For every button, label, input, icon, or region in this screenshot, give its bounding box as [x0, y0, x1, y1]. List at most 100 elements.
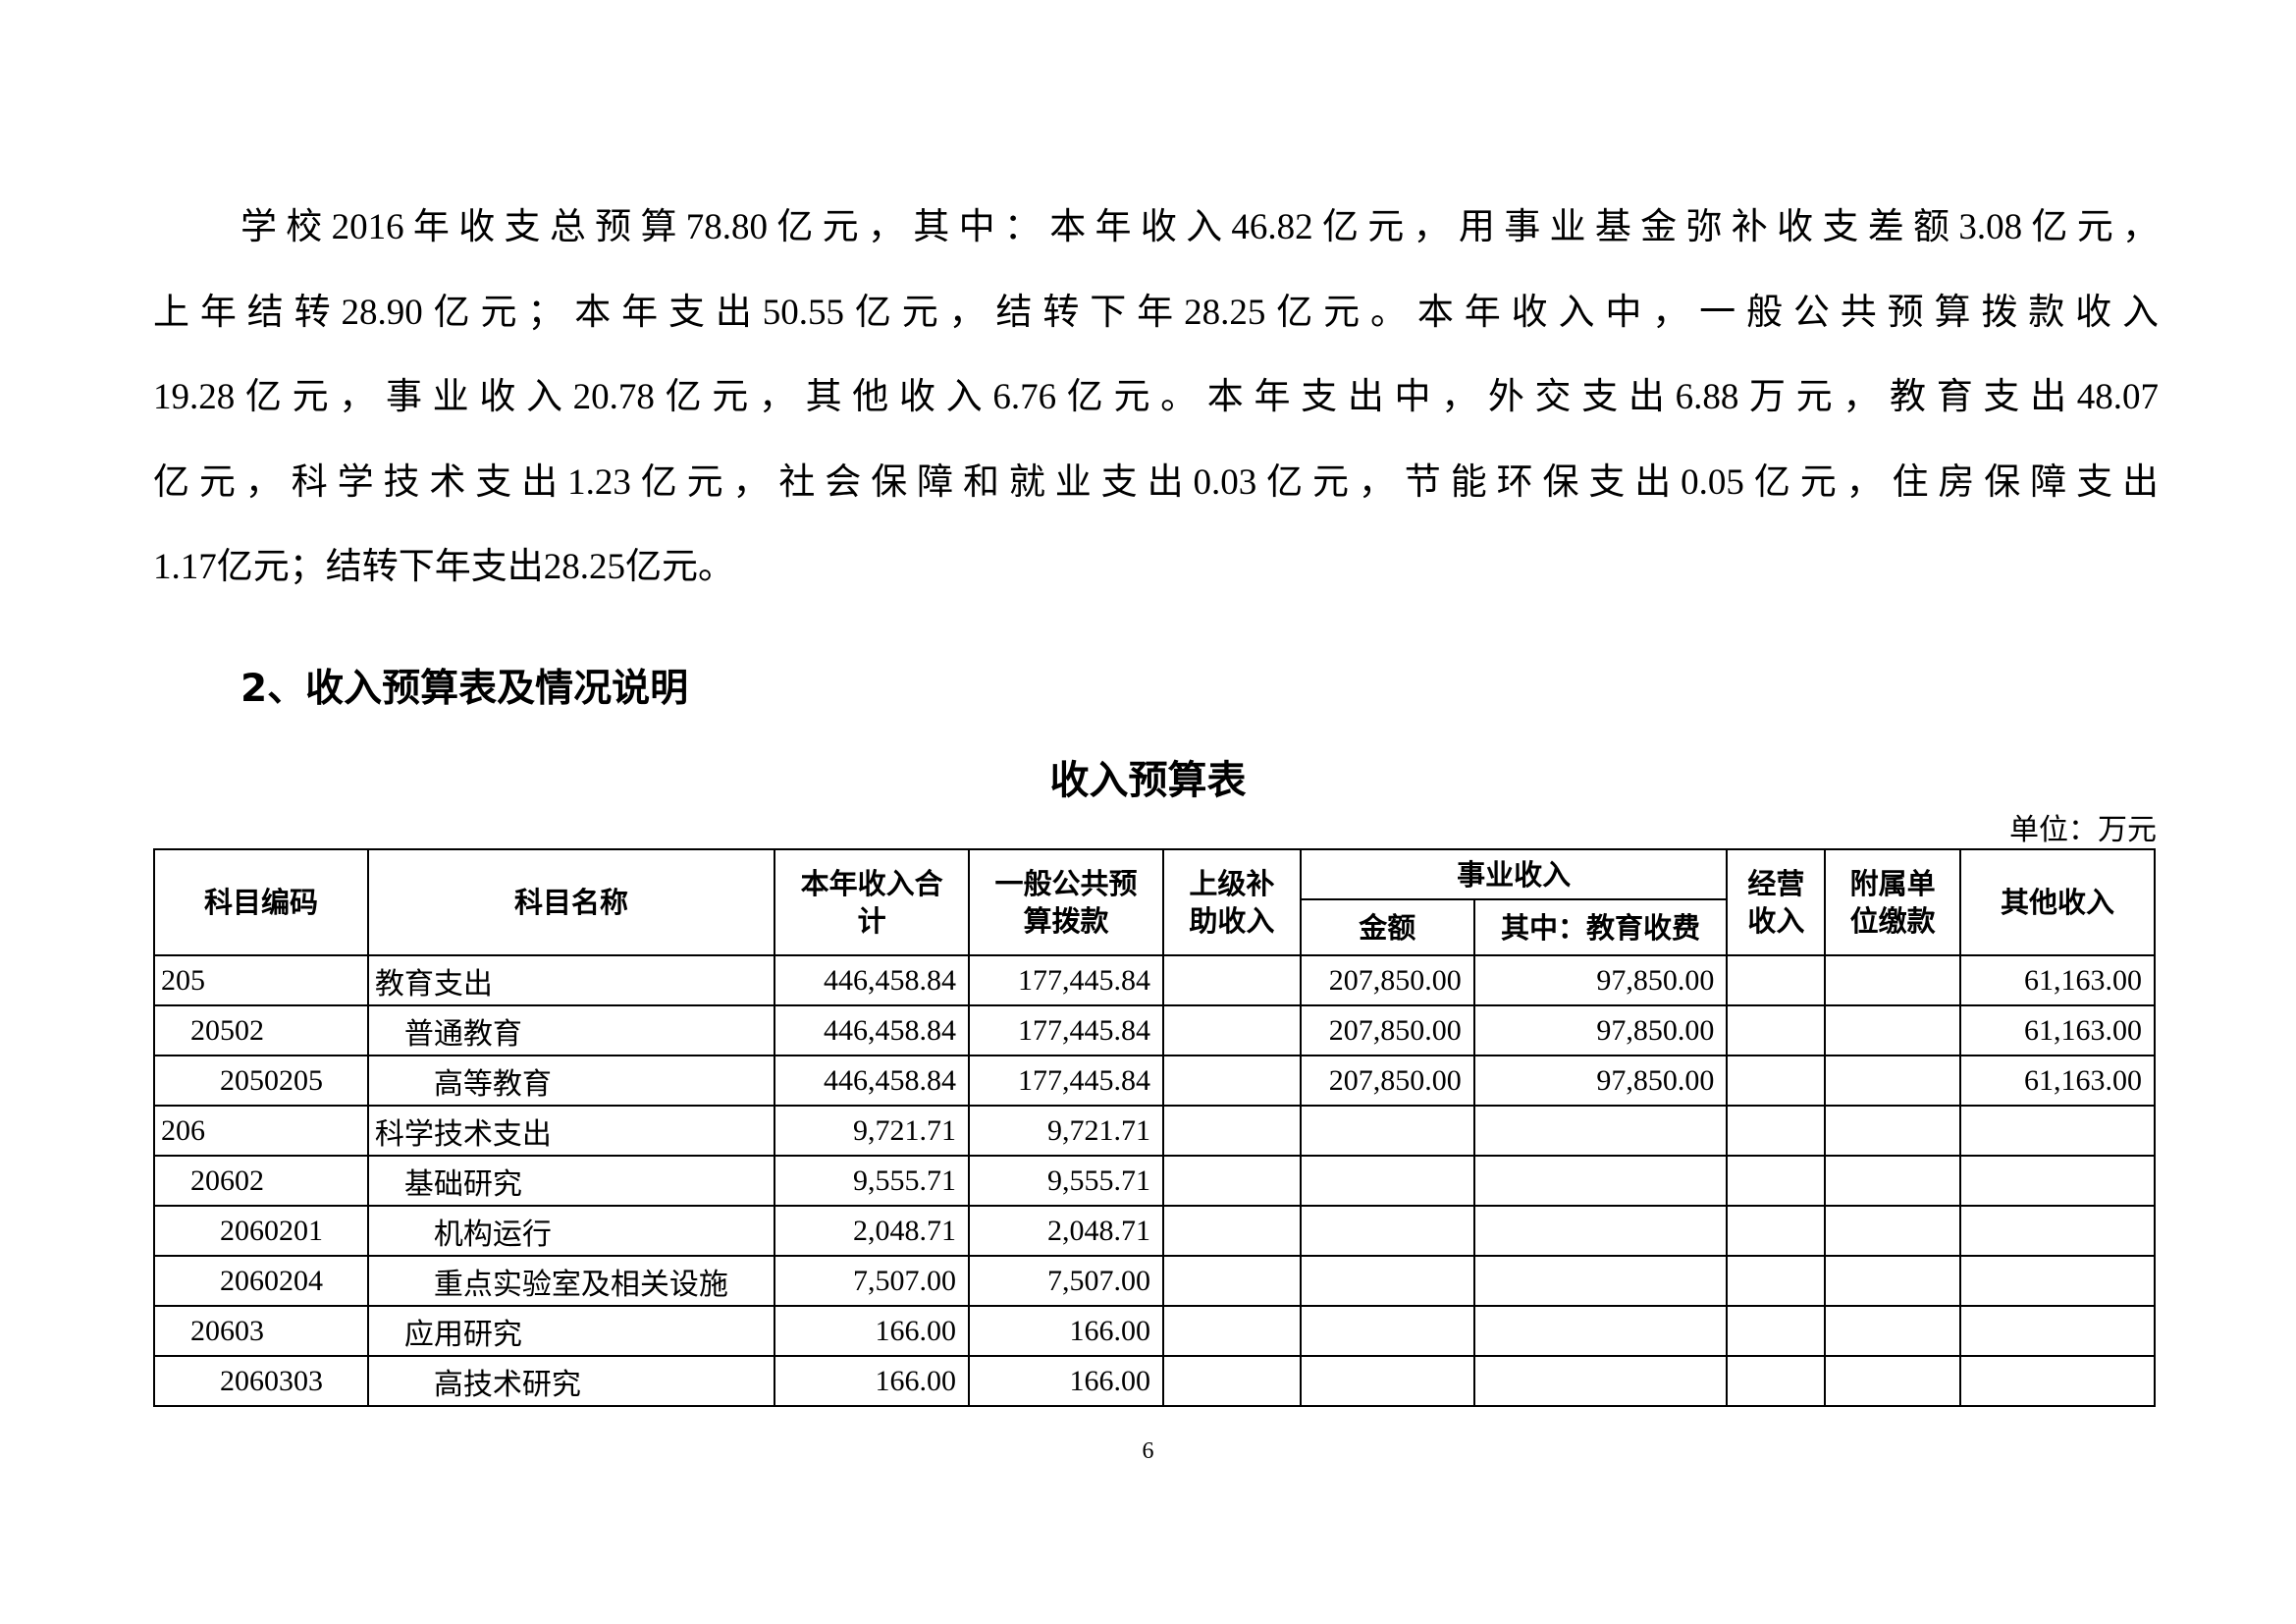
- cell-code: 206: [153, 1105, 369, 1157]
- paragraph-line: 亿元，科学技术支出1.23亿元，社会保障和就业支出0.03亿元，节能环保支出0.…: [153, 461, 2159, 503]
- cell-superior: [1161, 1205, 1302, 1257]
- header-business-edu: 其中：教育收费: [1472, 898, 1729, 956]
- cell-total: 446,458.84: [774, 954, 971, 1006]
- cell-superior: [1161, 954, 1302, 1006]
- cell-code: 20603: [153, 1305, 369, 1357]
- paragraph-line: 1.17亿元；结转下年支出28.25亿元。: [153, 547, 734, 587]
- cell-edu: [1472, 1305, 1729, 1357]
- cell-edu: [1472, 1155, 1729, 1207]
- cell-edu: [1472, 1355, 1729, 1407]
- cell-operating: [1726, 1055, 1827, 1107]
- cell-amount: [1299, 1155, 1475, 1207]
- cell-edu: [1472, 1255, 1729, 1307]
- header-total: 本年收入合计: [774, 848, 971, 956]
- cell-amount: [1299, 1355, 1475, 1407]
- cell-total: 9,555.71: [774, 1155, 971, 1207]
- paragraph-line: 上年结转28.90亿元；本年支出50.55亿元，结转下年28.25亿元。本年收入…: [153, 292, 2159, 333]
- cell-operating: [1726, 1004, 1827, 1056]
- cell-operating: [1726, 1355, 1827, 1407]
- cell-name: 科学技术支出: [366, 1105, 776, 1157]
- cell-amount: [1299, 1255, 1475, 1307]
- cell-affiliated: [1824, 1305, 1962, 1357]
- cell-affiliated: [1824, 1355, 1962, 1407]
- cell-other: [1959, 1305, 2156, 1357]
- header-code: 科目编码: [153, 848, 369, 956]
- cell-edu: 97,850.00: [1472, 954, 1729, 1006]
- section-heading: 2、收入预算表及情况说明: [240, 667, 689, 711]
- cell-superior: [1161, 1255, 1302, 1307]
- cell-amount: [1299, 1305, 1475, 1357]
- header-affiliated: 附属单位缴款: [1824, 848, 1962, 956]
- cell-code: 205: [153, 954, 369, 1006]
- cell-other: 61,163.00: [1959, 954, 2156, 1006]
- unit-label: 单位：万元: [2009, 814, 2157, 846]
- cell-public: 177,445.84: [968, 1055, 1164, 1107]
- cell-superior: [1161, 1055, 1302, 1107]
- cell-code: 20502: [153, 1004, 369, 1056]
- header-other: 其他收入: [1959, 848, 2156, 956]
- cell-operating: [1726, 1155, 1827, 1207]
- cell-operating: [1726, 1255, 1827, 1307]
- cell-code: 2060201: [153, 1205, 369, 1257]
- cell-other: [1959, 1105, 2156, 1157]
- table-row: 2060204 重点实验室及相关设施 7,507.00 7,507.00: [153, 1255, 2156, 1307]
- cell-edu: [1472, 1205, 1729, 1257]
- cell-edu: [1472, 1105, 1729, 1157]
- cell-public: 9,555.71: [968, 1155, 1164, 1207]
- cell-other: 61,163.00: [1959, 1004, 2156, 1056]
- cell-edu: 97,850.00: [1472, 1055, 1729, 1107]
- cell-total: 446,458.84: [774, 1055, 971, 1107]
- cell-code: 2060204: [153, 1255, 369, 1307]
- cell-name: 重点实验室及相关设施: [366, 1255, 776, 1307]
- header-superior: 上级补助收入: [1161, 848, 1302, 956]
- cell-public: 166.00: [968, 1305, 1164, 1357]
- cell-operating: [1726, 1305, 1827, 1357]
- cell-amount: 207,850.00: [1299, 1004, 1475, 1056]
- cell-public: 2,048.71: [968, 1205, 1164, 1257]
- cell-amount: 207,850.00: [1299, 954, 1475, 1006]
- cell-edu: 97,850.00: [1472, 1004, 1729, 1056]
- cell-other: [1959, 1155, 2156, 1207]
- cell-public: 177,445.84: [968, 954, 1164, 1006]
- cell-affiliated: [1824, 1205, 1962, 1257]
- table-row: 206 科学技术支出 9,721.71 9,721.71: [153, 1105, 2156, 1157]
- cell-code: 2050205: [153, 1055, 369, 1107]
- cell-other: [1959, 1355, 2156, 1407]
- cell-other: [1959, 1205, 2156, 1257]
- cell-operating: [1726, 1105, 1827, 1157]
- cell-affiliated: [1824, 1105, 1962, 1157]
- table-row: 20603 应用研究 166.00 166.00: [153, 1305, 2156, 1357]
- page-number: 6: [1142, 1438, 1154, 1464]
- cell-total: 166.00: [774, 1355, 971, 1407]
- paragraph-line: 19.28亿元，事业收入20.78亿元，其他收入6.76亿元。本年支出中，外交支…: [153, 377, 2159, 417]
- cell-total: 446,458.84: [774, 1004, 971, 1056]
- cell-amount: 207,850.00: [1299, 1055, 1475, 1107]
- cell-total: 7,507.00: [774, 1255, 971, 1307]
- cell-superior: [1161, 1004, 1302, 1056]
- cell-superior: [1161, 1305, 1302, 1357]
- cell-affiliated: [1824, 1004, 1962, 1056]
- table-row: 20602 基础研究 9,555.71 9,555.71: [153, 1155, 2156, 1207]
- table-row: 20502 普通教育 446,458.84 177,445.84 207,850.00 9…: [153, 1004, 2156, 1056]
- cell-total: 166.00: [774, 1305, 971, 1357]
- table-row: 2050205 高等教育 446,458.84 177,445.84 207,850.0…: [153, 1055, 2156, 1107]
- cell-superior: [1161, 1155, 1302, 1207]
- cell-affiliated: [1824, 1055, 1962, 1107]
- cell-total: 9,721.71: [774, 1105, 971, 1157]
- summary-paragraph: 学校2016年收支总预算78.80亿元，其中：本年收入46.82亿元，用事业基金…: [153, 196, 2159, 622]
- table-row: 205 教育支出 446,458.84 177,445.84 207,850.00 97,…: [153, 954, 2156, 1006]
- cell-name: 高技术研究: [366, 1355, 776, 1407]
- cell-name: 高等教育: [366, 1055, 776, 1107]
- cell-public: 166.00: [968, 1355, 1164, 1407]
- income-budget-table: 科目编码 科目名称 本年收入合计 一般公共预算拨款 上级补助收入 事业收入 经营…: [153, 848, 2156, 1407]
- table-title: 收入预算表: [1049, 758, 1247, 803]
- cell-public: 177,445.84: [968, 1004, 1164, 1056]
- cell-affiliated: [1824, 1155, 1962, 1207]
- paragraph-line: 学校2016年收支总预算78.80亿元，其中：本年收入46.82亿元，用事业基金…: [240, 207, 2159, 247]
- cell-name: 普通教育: [366, 1004, 776, 1056]
- table-row: 2060201 机构运行 2,048.71 2,048.71: [153, 1205, 2156, 1257]
- header-operating: 经营收入: [1726, 848, 1827, 956]
- cell-name: 教育支出: [366, 954, 776, 1006]
- cell-name: 基础研究: [366, 1155, 776, 1207]
- cell-name: 机构运行: [366, 1205, 776, 1257]
